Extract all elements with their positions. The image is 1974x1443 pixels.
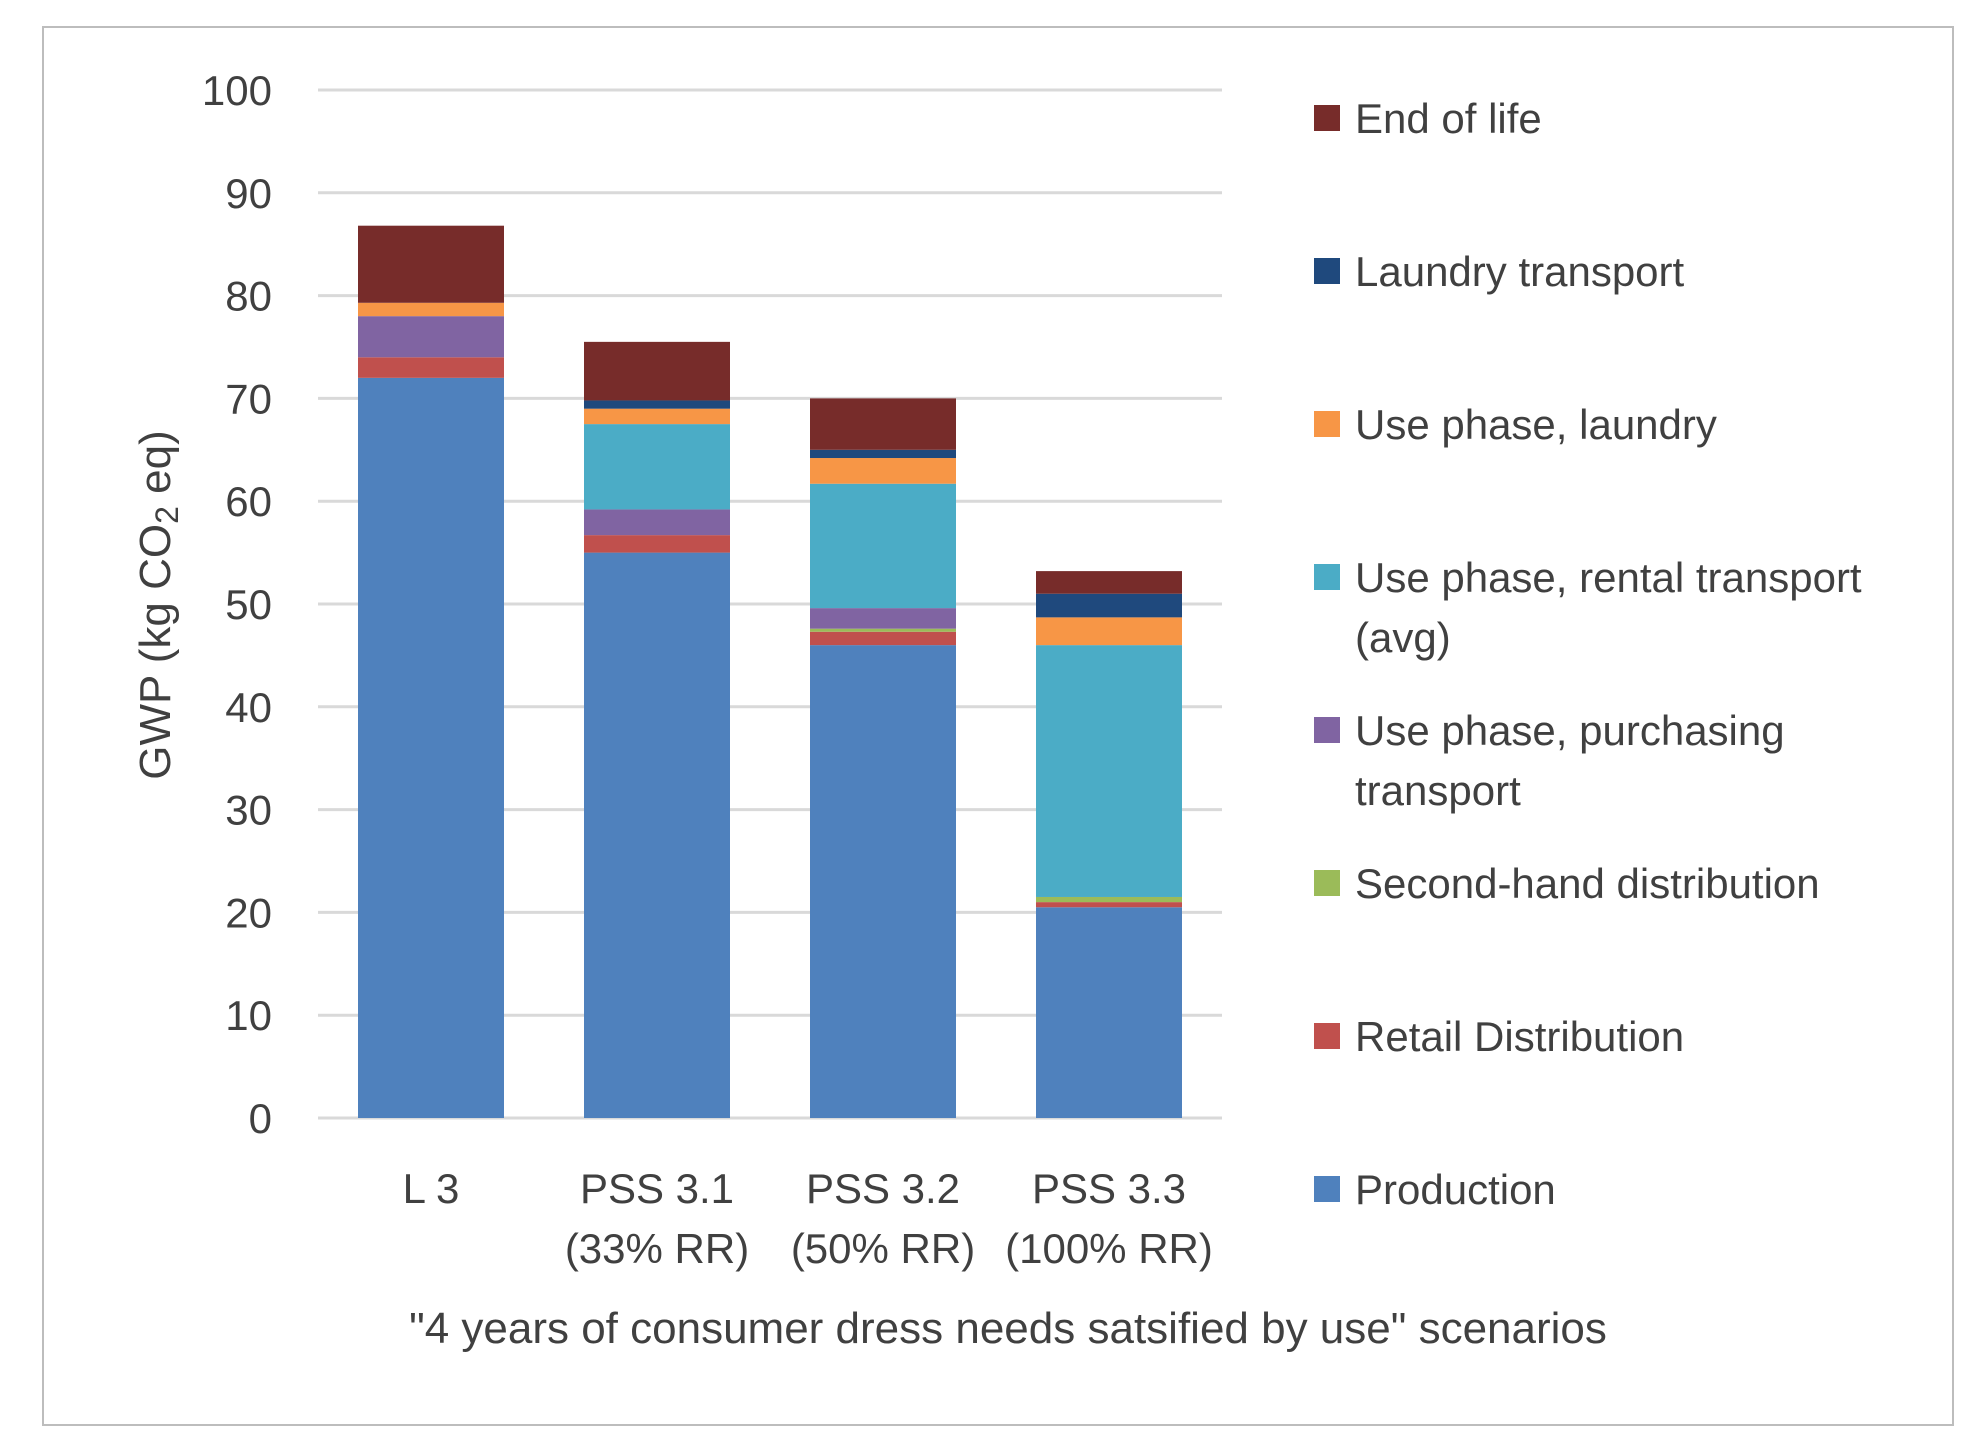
legend-entry: End of life <box>1314 95 1542 142</box>
bars <box>358 225 1182 1119</box>
legend-swatch <box>1314 870 1340 896</box>
legend-label: Use phase, laundry <box>1355 401 1717 448</box>
bar-segment-retail-distribution <box>358 357 504 378</box>
bar-segment-retail-distribution <box>584 535 730 553</box>
y-axis-ticks: 0 10 20 30 40 50 60 70 80 90 100 <box>202 67 272 1142</box>
bar-segment-use-phase-purchasing-transport <box>810 608 956 629</box>
bar-stack <box>810 398 956 1118</box>
bar-segment-second-hand-distribution <box>1036 896 1182 903</box>
bar-segment-use-phase-laundry <box>358 302 504 317</box>
bar-segment-use-phase-laundry <box>1036 617 1182 646</box>
bar-segment-use-phase-rental-transport-avg <box>810 483 956 609</box>
bar-segment-retail-distribution <box>1036 902 1182 908</box>
y-tick-label: 100 <box>202 67 272 114</box>
x-axis-title: "4 years of consumer dress needs satsifi… <box>409 1304 1607 1353</box>
y-tick-label: 50 <box>225 581 272 628</box>
bar-segment-end-of-life <box>584 341 730 401</box>
legend-swatch <box>1314 1176 1340 1202</box>
bar-segment-end-of-life <box>358 225 504 303</box>
bar-segment-laundry-transport <box>810 449 956 459</box>
legend-entry: Use phase, purchasing transport <box>1314 707 1785 814</box>
bar-segment-use-phase-laundry <box>810 458 956 484</box>
bar-segment-use-phase-rental-transport-avg <box>584 424 730 510</box>
legend-swatch <box>1314 564 1340 590</box>
legend-swatch <box>1314 411 1340 437</box>
bar-segment-laundry-transport <box>584 400 730 409</box>
bar-segment-retail-distribution <box>810 631 956 646</box>
bar-stack <box>358 225 504 1119</box>
y-tick-label: 90 <box>225 170 272 217</box>
x-tick-label: PSS 3.1 (33% RR) <box>565 1165 749 1272</box>
legend-entry: Laundry transport <box>1314 248 1685 295</box>
bar-stack <box>584 341 730 1118</box>
y-tick-label: 40 <box>225 684 272 731</box>
legend-label: Retail Distribution <box>1355 1013 1684 1060</box>
x-tick-label: L 3 <box>403 1165 460 1212</box>
legend-entry: Use phase, laundry <box>1314 401 1717 448</box>
legend-label: Use phase, purchasing transport <box>1355 707 1785 814</box>
bar-segment-use-phase-purchasing-transport <box>584 509 730 536</box>
x-tick-label: PSS 3.2 (50% RR) <box>791 1165 975 1272</box>
bar-segment-use-phase-laundry <box>584 408 730 425</box>
y-tick-label: 10 <box>225 992 272 1039</box>
y-tick-label: 60 <box>225 478 272 525</box>
legend-entry: Retail Distribution <box>1314 1013 1684 1060</box>
legend-swatch <box>1314 1023 1340 1049</box>
y-tick-label: 20 <box>225 889 272 936</box>
y-tick-label: 80 <box>225 273 272 320</box>
bar-segment-laundry-transport <box>1036 593 1182 618</box>
legend: End of life Laundry transport Use phase, l… <box>1314 95 1862 1213</box>
legend-entry: Second-hand distribution <box>1314 860 1820 907</box>
bar-segment-production <box>1036 907 1182 1118</box>
bar-segment-second-hand-distribution <box>810 628 956 632</box>
bar-segment-end-of-life <box>810 398 956 450</box>
bar-segment-use-phase-rental-transport-avg <box>1036 645 1182 897</box>
y-tick-label: 0 <box>249 1095 272 1142</box>
x-tick-label: PSS 3.3 (100% RR) <box>1005 1165 1213 1272</box>
legend-entry: Production <box>1314 1166 1556 1213</box>
legend-swatch <box>1314 258 1340 284</box>
legend-label: Laundry transport <box>1355 248 1685 295</box>
legend-label: Second-hand distribution <box>1355 860 1820 907</box>
y-tick-label: 70 <box>225 375 272 422</box>
legend-label: Use phase, rental transport (avg) <box>1355 554 1862 661</box>
legend-entry: Use phase, rental transport (avg) <box>1314 554 1862 661</box>
bar-segment-use-phase-purchasing-transport <box>358 316 504 358</box>
bar-segment-production <box>358 377 504 1119</box>
legend-label: Production <box>1355 1166 1556 1213</box>
bar-segment-production <box>584 552 730 1118</box>
legend-label: End of life <box>1355 95 1542 142</box>
y-tick-label: 30 <box>225 787 272 834</box>
x-axis-ticks: L 3 PSS 3.1 (33% RR) PSS 3.2 (50% RR) PSS 3.3… <box>403 1165 1213 1272</box>
bar-stack <box>1036 571 1182 1118</box>
y-axis-title: GWP (kg CO2 eq) <box>131 430 185 780</box>
bar-segment-production <box>810 645 956 1118</box>
bar-segment-end-of-life <box>1036 571 1182 594</box>
legend-swatch <box>1314 105 1340 131</box>
legend-swatch <box>1314 717 1340 743</box>
